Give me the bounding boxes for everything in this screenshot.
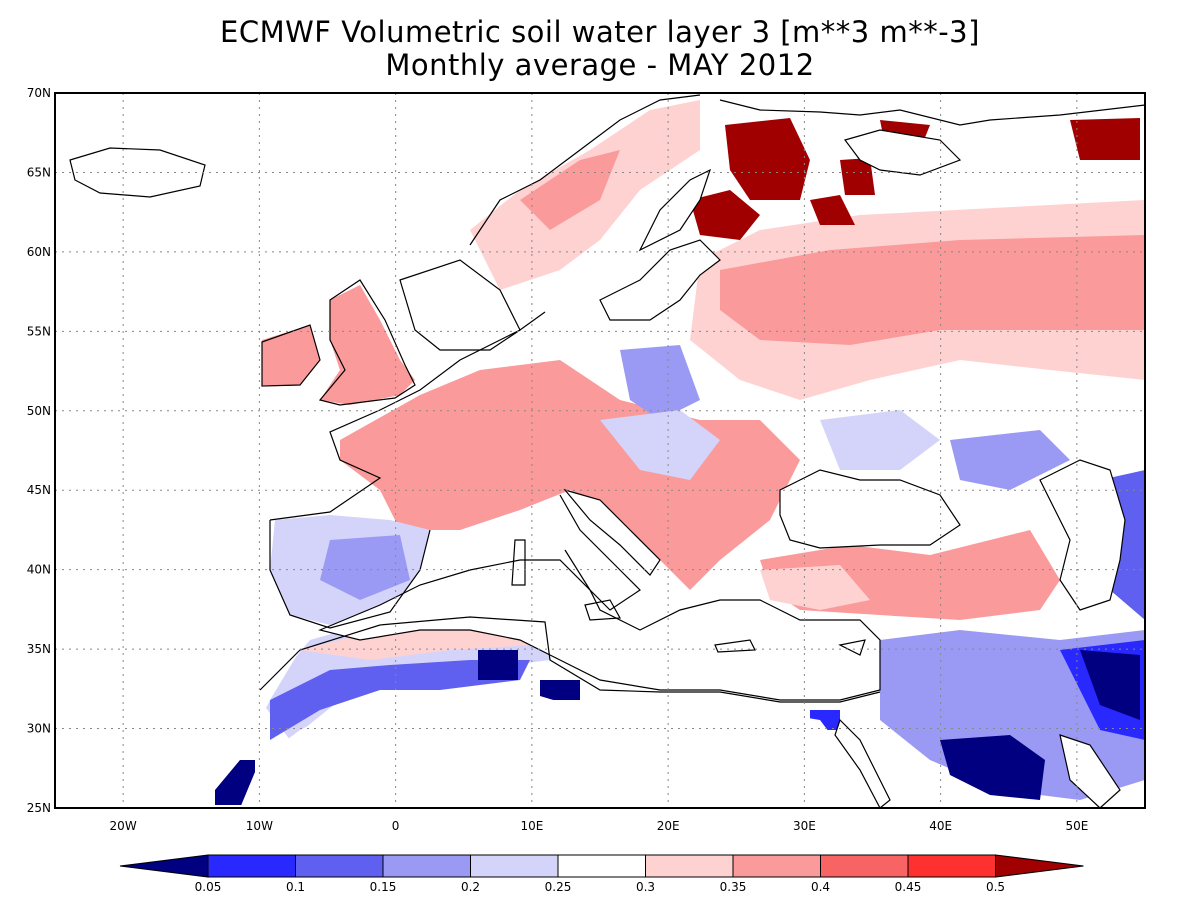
longitude-labels: 20W 10W 0 10E 20E 30E 40E 50E	[110, 819, 1089, 833]
latitude-labels: 70N 65N 60N 55N 50N 45N 40N 35N 30N 25N	[27, 86, 51, 815]
data-field	[70, 95, 1145, 805]
coast-britain	[318, 279, 416, 406]
colorbar-tick-label: 0.05	[195, 880, 222, 894]
lat-label: 70N	[27, 86, 51, 100]
patch-navy	[540, 680, 580, 700]
colorbar-swatch	[382, 854, 471, 878]
graticule	[55, 93, 1145, 808]
lat-label: 25N	[27, 801, 51, 815]
lon-label: 50E	[1065, 819, 1088, 833]
lon-label: 10E	[520, 819, 543, 833]
lat-label: 65N	[27, 165, 51, 179]
lon-label: 30E	[793, 819, 816, 833]
white-sea	[843, 129, 962, 176]
field-iberia-blue	[320, 535, 410, 600]
field-britain	[320, 285, 415, 405]
red-sea	[834, 718, 891, 808]
lat-label: 35N	[27, 642, 51, 656]
field-nafrica-blue	[270, 660, 530, 740]
field-nafrica-pink	[300, 625, 540, 660]
lat-label: 50N	[27, 404, 51, 418]
baltic-sea	[599, 239, 721, 321]
field-ireland	[262, 325, 320, 385]
caspian-sea	[1039, 459, 1126, 611]
colorbar-tick-label: 0.1	[286, 880, 305, 894]
field-karelia-darkred	[810, 195, 855, 225]
coast-norway	[469, 94, 701, 246]
lat-label: 60N	[27, 245, 51, 259]
field-red-east-band	[720, 235, 1145, 345]
colorbar-tick-label: 0.2	[461, 880, 480, 894]
field-mideast-navy	[1080, 650, 1140, 720]
field-urals-darkred	[1070, 118, 1140, 160]
colorbar-min-arrow	[119, 854, 209, 878]
field-blue-ukraine	[820, 410, 940, 470]
sahara-white	[240, 690, 870, 808]
field-scandinavia-red	[520, 150, 620, 230]
coast-europe	[269, 311, 546, 521]
water-mask	[55, 93, 1145, 808]
patch-navy	[478, 650, 518, 680]
coast-ireland	[261, 324, 321, 387]
atlantic-north	[700, 93, 1145, 125]
north-sea	[399, 259, 521, 351]
colorbar-tick-label: 0.45	[895, 880, 922, 894]
coast-arctic	[719, 99, 1145, 126]
coast-crete	[714, 639, 756, 653]
mediterranean	[318, 559, 881, 701]
lon-label: 20E	[657, 819, 680, 833]
lon-label: 40E	[929, 819, 952, 833]
colorbar-tick-label: 0.15	[370, 880, 397, 894]
colorbar-max-arrow	[995, 854, 1084, 878]
field-blue-balkan	[600, 410, 720, 480]
colorbar-labels: 0.05 0.1 0.15 0.2 0.25 0.3 0.35 0.4 0.45 0.5	[195, 880, 1005, 894]
field-turkey-pink	[760, 565, 870, 610]
colorbar-swatch	[557, 854, 646, 878]
field-finland-darkred	[725, 118, 810, 200]
map-title: ECMWF Volumetric soil water layer 3 [m**…	[220, 15, 980, 49]
colorbar	[119, 854, 1084, 878]
coast-africa	[259, 616, 881, 703]
lat-label: 45N	[27, 483, 51, 497]
colorbar-swatch	[645, 854, 734, 878]
field-finland-darkred	[690, 190, 760, 240]
arabian-white	[890, 760, 1000, 808]
lat-label: 55N	[27, 324, 51, 338]
colorbar-swatch	[207, 854, 296, 878]
field-arabia-navy	[940, 735, 1045, 800]
colorbar-swatch	[470, 854, 559, 878]
colorbar-tick-label: 0.4	[811, 880, 830, 894]
map-subtitle: Monthly average - MAY 2012	[385, 48, 815, 82]
lat-label: 30N	[27, 722, 51, 736]
colorbar-swatch	[295, 854, 384, 878]
colorbar-tick-label: 0.3	[636, 880, 655, 894]
field-blue-central	[620, 345, 700, 420]
colorbar-swatch	[907, 854, 996, 878]
adriatic	[563, 488, 661, 576]
coast-sicily	[584, 599, 621, 621]
colorbar-tick-label: 0.5	[986, 880, 1005, 894]
colorbar-swatch	[820, 854, 909, 878]
lon-label: 20W	[110, 819, 137, 833]
gulf-of-bothnia	[638, 168, 712, 252]
lon-label: 10W	[246, 819, 273, 833]
lon-label: 0	[392, 819, 400, 833]
field-russia-darkred	[840, 158, 875, 195]
persian-gulf	[1059, 734, 1121, 808]
lat-label: 40N	[27, 563, 51, 577]
colorbar-tick-label: 0.25	[545, 880, 572, 894]
coast-iceland	[69, 147, 206, 198]
coast-italy	[559, 494, 641, 611]
map-frame	[54, 92, 1146, 809]
field-blue-volga	[950, 430, 1070, 490]
colorbar-swatch	[732, 854, 821, 878]
arctic-coast	[55, 93, 640, 808]
coast-cyprus	[838, 639, 866, 656]
colorbar-tick-label: 0.35	[720, 880, 747, 894]
coast-sardinia	[511, 539, 526, 586]
black-sea	[779, 469, 961, 549]
coastlines	[69, 94, 1145, 703]
